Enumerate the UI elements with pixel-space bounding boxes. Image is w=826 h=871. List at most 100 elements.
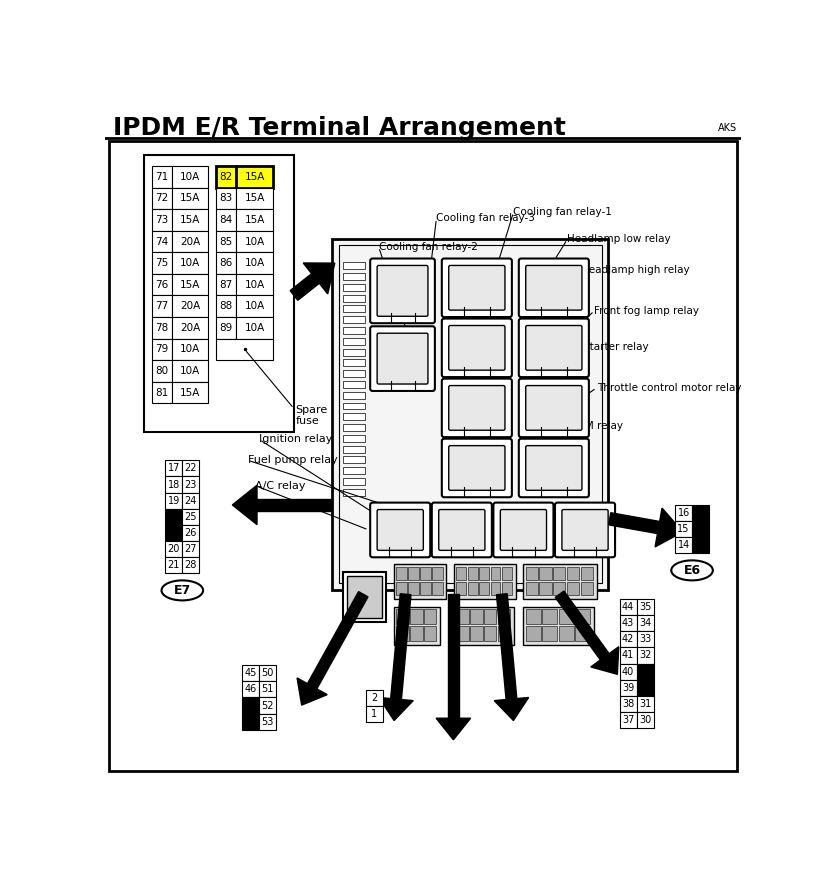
FancyBboxPatch shape	[439, 510, 485, 550]
Bar	[457, 625, 469, 641]
Bar	[424, 609, 436, 625]
Text: 28: 28	[184, 560, 197, 571]
Text: Front fog lamp relay: Front fog lamp relay	[594, 306, 700, 316]
Text: 43: 43	[622, 618, 634, 628]
FancyBboxPatch shape	[493, 503, 553, 557]
Text: 15A: 15A	[244, 193, 265, 204]
Bar	[637, 631, 653, 647]
Bar	[567, 566, 579, 580]
Polygon shape	[297, 678, 327, 706]
FancyBboxPatch shape	[525, 326, 582, 370]
Bar	[344, 467, 365, 474]
Bar	[165, 493, 183, 509]
Text: 18: 18	[168, 480, 180, 490]
Bar	[172, 361, 208, 381]
Text: 46: 46	[244, 685, 257, 694]
Text: 22: 22	[184, 463, 197, 473]
Text: E7: E7	[173, 584, 191, 597]
Bar	[151, 231, 172, 253]
Text: 15: 15	[677, 524, 690, 534]
Bar	[183, 493, 199, 509]
Bar	[468, 582, 477, 595]
FancyBboxPatch shape	[519, 319, 589, 377]
Text: 26: 26	[184, 528, 197, 538]
Bar	[242, 665, 259, 681]
FancyBboxPatch shape	[442, 319, 512, 377]
Bar	[620, 679, 637, 696]
Bar	[183, 476, 199, 493]
Bar	[559, 625, 574, 641]
Text: 86: 86	[220, 258, 233, 268]
Bar	[675, 537, 692, 553]
FancyBboxPatch shape	[501, 510, 547, 550]
Text: 2: 2	[371, 692, 377, 703]
Bar	[457, 566, 467, 580]
Text: 74: 74	[155, 237, 169, 246]
FancyBboxPatch shape	[432, 503, 491, 557]
Bar	[553, 582, 565, 595]
Bar	[524, 606, 594, 645]
Bar	[172, 273, 208, 295]
Bar	[183, 557, 199, 573]
Bar	[165, 509, 183, 525]
Bar	[366, 706, 382, 722]
Text: 33: 33	[639, 634, 651, 645]
Polygon shape	[436, 719, 471, 739]
Text: 42: 42	[622, 634, 634, 645]
Text: 71: 71	[155, 172, 169, 182]
Bar	[344, 338, 365, 345]
Text: 87: 87	[220, 280, 233, 290]
Text: 88: 88	[220, 301, 233, 311]
Bar	[344, 402, 365, 409]
Bar	[454, 564, 515, 599]
Bar	[432, 582, 443, 595]
Bar	[216, 317, 236, 339]
Bar	[675, 505, 692, 521]
Bar	[236, 273, 273, 295]
Bar	[259, 681, 276, 698]
Text: 78: 78	[155, 323, 169, 333]
Polygon shape	[448, 594, 458, 719]
Polygon shape	[307, 591, 368, 689]
Text: 85: 85	[220, 237, 233, 246]
Bar	[344, 273, 365, 280]
Bar	[151, 253, 172, 273]
FancyBboxPatch shape	[519, 379, 589, 437]
Text: A/C relay: A/C relay	[255, 481, 306, 490]
Bar	[236, 317, 273, 339]
Bar	[216, 209, 236, 231]
Bar	[675, 521, 692, 537]
Bar	[151, 339, 172, 361]
Bar	[151, 361, 172, 381]
Bar	[637, 599, 653, 615]
Text: 38: 38	[622, 699, 634, 709]
Text: 45: 45	[244, 668, 257, 679]
Bar	[344, 572, 386, 622]
Bar	[344, 489, 365, 496]
Bar	[172, 209, 208, 231]
Bar	[408, 582, 419, 595]
Bar	[172, 295, 208, 317]
Text: 76: 76	[155, 280, 169, 290]
Text: 24: 24	[184, 496, 197, 506]
Bar	[151, 295, 172, 317]
FancyBboxPatch shape	[370, 327, 434, 391]
Bar	[539, 566, 552, 580]
Bar	[347, 576, 382, 618]
Text: Cooling fan relay-1: Cooling fan relay-1	[514, 207, 612, 218]
Bar	[576, 609, 591, 625]
Text: E6: E6	[683, 564, 700, 577]
FancyBboxPatch shape	[449, 386, 505, 430]
Polygon shape	[494, 698, 529, 720]
Text: 83: 83	[220, 193, 233, 204]
Bar	[339, 246, 602, 584]
Text: 35: 35	[638, 602, 651, 612]
Bar	[539, 582, 552, 595]
Bar	[498, 609, 510, 625]
Text: 77: 77	[155, 301, 169, 311]
Bar	[344, 360, 365, 367]
Bar	[344, 392, 365, 399]
Text: 32: 32	[638, 651, 651, 660]
Text: Cooling fan relay-2: Cooling fan relay-2	[378, 242, 477, 252]
Bar	[165, 541, 183, 557]
